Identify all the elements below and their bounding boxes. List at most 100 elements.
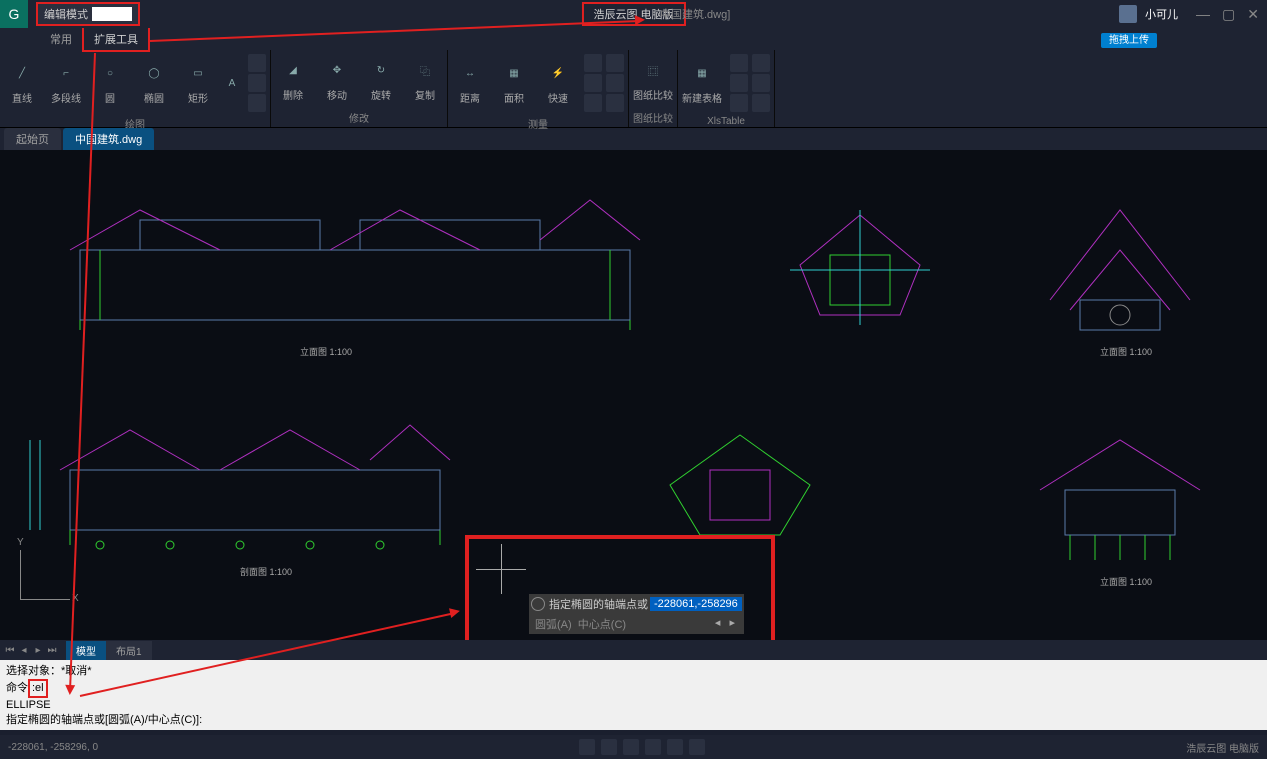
osnap-toggle-icon[interactable] — [667, 739, 683, 755]
ribbon: ╱直线 ⌐多段线 ○圆 ◯椭圆 ▭矩形 A 绘图 ◢删除 ✥移动 ↻旋转 ⿻复制… — [0, 50, 1267, 128]
mini-tool-icon[interactable] — [752, 94, 770, 112]
group-label-compare: 图纸比较 — [629, 110, 677, 127]
tool-polyline[interactable]: ⌐多段线 — [44, 54, 88, 112]
drawing-label-elev3: 立面图 1:100 — [1100, 575, 1152, 588]
ortho-toggle-icon[interactable] — [623, 739, 639, 755]
mini-tool-icon[interactable] — [606, 74, 624, 92]
file-name-label: 中国建筑.dwg] — [660, 6, 730, 22]
rect-icon: ▭ — [186, 62, 210, 86]
ellipse-icon: ◯ — [142, 62, 166, 86]
ribbon-group-measure: ↔距离 ▦面积 ⚡快速 测量 — [448, 50, 629, 127]
snap-toggle-icon[interactable] — [579, 739, 595, 755]
mini-tool-icon[interactable] — [730, 94, 748, 112]
maximize-button[interactable]: ▢ — [1222, 6, 1235, 23]
option-arrows-icon[interactable]: ◂ ▸ — [715, 616, 738, 632]
lwt-toggle-icon[interactable] — [689, 739, 705, 755]
mini-tool-icon[interactable] — [584, 74, 602, 92]
group-label-modify: 修改 — [271, 110, 447, 127]
dynamic-prompt: 指定椭圆的轴端点或 -228061,-258296 — [529, 594, 744, 614]
tool-move[interactable]: ✥移动 — [315, 51, 359, 109]
dist-icon: ↔ — [458, 62, 482, 86]
circle-icon: ○ — [98, 62, 122, 86]
copy-icon: ⿻ — [413, 59, 437, 83]
mode-label: 编辑模式 — [44, 6, 88, 22]
mini-tool-icon[interactable] — [730, 54, 748, 72]
prompt-icon — [531, 597, 545, 611]
dynamic-input-box: 指定椭圆的轴端点或 -228061,-258296 圆弧(A) 中心点(C) ◂… — [465, 535, 775, 640]
compare-icon: ⿴ — [641, 59, 665, 83]
dynamic-input-value[interactable]: -228061,-258296 — [650, 597, 742, 611]
tool-line[interactable]: ╱直线 — [0, 54, 44, 112]
mini-tool-icon[interactable] — [584, 94, 602, 112]
plan-drawing-2 — [660, 425, 820, 545]
app-logo-icon[interactable]: G — [0, 0, 28, 28]
close-button[interactable]: ✕ — [1247, 6, 1259, 23]
polar-toggle-icon[interactable] — [645, 739, 661, 755]
crosshair-icon — [476, 569, 526, 570]
tool-rotate[interactable]: ↻旋转 — [359, 51, 403, 109]
tab-file[interactable]: 中国建筑.dwg — [63, 128, 154, 150]
group-label-measure: 测量 — [448, 116, 628, 133]
move-icon: ✥ — [325, 59, 349, 83]
tool-delete[interactable]: ◢删除 — [271, 51, 315, 109]
tool-newtable[interactable]: ▦新建表格 — [678, 54, 726, 112]
mini-tool-icon[interactable] — [752, 74, 770, 92]
command-prompt-line: 指定椭圆的轴端点或[圆弧(A)/中心点(C)]: — [6, 713, 1261, 728]
avatar-icon[interactable] — [1119, 5, 1137, 23]
mode-selector[interactable]: 编辑模式 — [36, 2, 140, 26]
eraser-icon: ◢ — [281, 59, 305, 83]
prompt-text: 指定椭圆的轴端点或 — [549, 596, 648, 612]
tool-dist[interactable]: ↔距离 — [448, 54, 492, 112]
nav-first-icon[interactable]: ⏮ — [4, 645, 16, 656]
tool-copy[interactable]: ⿻复制 — [403, 51, 447, 109]
tool-area[interactable]: ▦面积 — [492, 54, 536, 112]
layout-tabs: ⏮ ◂ ▸ ⏭ 模型 布局1 — [0, 640, 1267, 660]
tool-ellipse[interactable]: ◯椭圆 — [132, 54, 176, 112]
upload-button[interactable]: 拖拽上传 — [1101, 33, 1157, 48]
elevation-drawing-2 — [1020, 180, 1220, 340]
layout-nav: ⏮ ◂ ▸ ⏭ — [4, 645, 58, 656]
quick-icon: ⚡ — [546, 62, 570, 86]
mini-tool-icon[interactable] — [730, 74, 748, 92]
tool-text[interactable]: A — [220, 54, 244, 112]
mini-tool-icon[interactable] — [248, 74, 266, 92]
tab-home[interactable]: 起始页 — [4, 128, 61, 150]
nav-last-icon[interactable]: ⏭ — [46, 645, 58, 656]
mode-input[interactable] — [92, 7, 132, 21]
status-toggles — [579, 739, 705, 755]
mini-tool-icon[interactable] — [752, 54, 770, 72]
mini-tool-icon[interactable] — [606, 54, 624, 72]
measure-mini-tools — [580, 50, 628, 116]
layout-tab-layout1[interactable]: 布局1 — [106, 641, 152, 660]
tool-rect[interactable]: ▭矩形 — [176, 54, 220, 112]
tool-quick[interactable]: ⚡快速 — [536, 54, 580, 112]
ucs-y-label: Y — [17, 537, 24, 548]
menu-extensions[interactable]: 扩展工具 — [82, 26, 150, 52]
mini-tool-icon[interactable] — [248, 94, 266, 112]
mini-tool-icon[interactable] — [584, 54, 602, 72]
polyline-icon: ⌐ — [54, 62, 78, 86]
tool-compare[interactable]: ⿴图纸比较 — [629, 51, 677, 109]
minimize-button[interactable]: — — [1196, 6, 1210, 23]
menu-common[interactable]: 常用 — [40, 28, 82, 50]
ribbon-group-modify: ◢删除 ✥移动 ↻旋转 ⿻复制 修改 — [271, 50, 448, 127]
grid-toggle-icon[interactable] — [601, 739, 617, 755]
group-label-xls: XlsTable — [678, 116, 774, 129]
drawing-label-elev2: 立面图 1:100 — [1100, 345, 1152, 358]
drawing-label-section1: 剖面图 1:100 — [240, 565, 292, 578]
drawing-canvas[interactable]: 立面图 1:100 立面图 1:100 剖面图 1:100 — [0, 150, 1267, 640]
nav-next-icon[interactable]: ▸ — [32, 645, 44, 656]
dynamic-options[interactable]: 圆弧(A) 中心点(C) ◂ ▸ — [529, 614, 744, 634]
plan-drawing-1 — [780, 205, 940, 335]
title-bar: G 编辑模式 浩辰云图 电脑版 中国建筑.dwg] 小可儿 — ▢ ✕ — [0, 0, 1267, 28]
line-icon: ╱ — [10, 62, 34, 86]
user-name: 小可儿 — [1145, 6, 1178, 22]
mini-tool-icon[interactable] — [248, 54, 266, 72]
table-icon: ▦ — [690, 62, 714, 86]
status-bar: -228061, -258296, 0 浩辰云图 电脑版 — [0, 735, 1267, 759]
draw-mini-tools — [244, 50, 270, 116]
brand-label: 浩辰云图 电脑版 — [1186, 740, 1259, 755]
area-icon: ▦ — [502, 62, 526, 86]
mini-tool-icon[interactable] — [606, 94, 624, 112]
nav-prev-icon[interactable]: ◂ — [18, 645, 30, 656]
